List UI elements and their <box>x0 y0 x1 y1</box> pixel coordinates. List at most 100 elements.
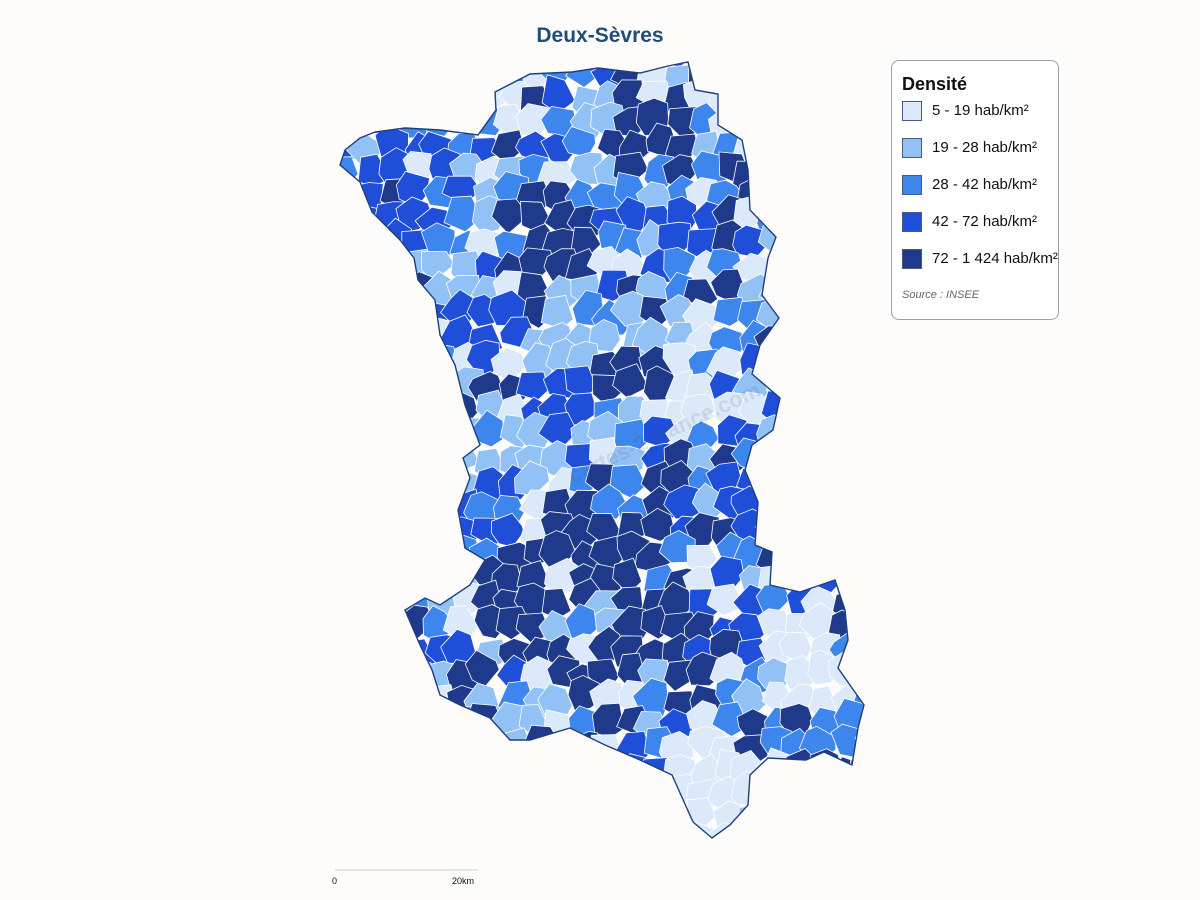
commune-area <box>781 532 818 570</box>
commune-area <box>340 124 345 161</box>
commune-area <box>340 203 342 236</box>
commune-area <box>826 73 862 109</box>
commune-area <box>346 533 382 570</box>
commune-area <box>634 830 670 838</box>
commune-area <box>402 489 437 522</box>
commune-area <box>803 392 837 424</box>
commune-area <box>340 732 368 769</box>
commune-area <box>805 487 838 521</box>
commune-area <box>340 704 362 741</box>
commune-area <box>854 722 864 763</box>
commune-area <box>418 445 457 480</box>
commune-area <box>659 823 692 838</box>
commune-area <box>340 825 343 838</box>
commune-area <box>851 154 864 194</box>
commune-area <box>836 773 864 808</box>
commune-area <box>808 441 848 479</box>
commune-area <box>640 507 676 542</box>
commune-area <box>784 77 816 118</box>
commune-area <box>351 586 389 620</box>
commune-area <box>340 626 355 662</box>
commune-area <box>662 62 698 69</box>
commune-area <box>340 803 344 838</box>
commune-area <box>829 415 863 452</box>
commune-area <box>396 367 435 408</box>
commune-area <box>402 775 432 807</box>
commune-area <box>402 324 436 358</box>
commune-area <box>780 390 815 425</box>
commune-area <box>305 614 336 648</box>
commune-area <box>780 299 817 331</box>
commune-area <box>340 344 368 384</box>
commune-area <box>340 299 358 335</box>
commune-area <box>756 414 791 452</box>
commune-area <box>344 708 382 745</box>
legend-source: Source : INSEE <box>902 289 980 301</box>
legend-label-4: 42 - 72 hab/km² <box>932 213 1038 230</box>
commune-area <box>804 295 841 332</box>
commune-area <box>396 300 434 334</box>
commune-area <box>740 62 775 92</box>
commune-area <box>861 539 864 573</box>
commune-area <box>706 583 746 616</box>
commune-area <box>762 126 794 165</box>
commune-area <box>369 561 409 598</box>
commune-area <box>762 345 793 383</box>
commune-area <box>569 798 601 833</box>
commune-area <box>352 436 393 472</box>
legend-swatch-3 <box>902 175 922 195</box>
commune-area <box>340 226 366 262</box>
commune-area <box>374 465 410 497</box>
commune-area <box>776 368 814 403</box>
commune-area <box>447 824 481 838</box>
legend-label-5: 72 - 1 424 hab/km² <box>932 250 1058 267</box>
commune-area <box>852 105 864 144</box>
commune-area <box>826 337 864 376</box>
commune-area <box>304 37 338 70</box>
commune-area <box>419 707 454 746</box>
commune-area <box>836 206 864 240</box>
commune-area <box>397 62 428 91</box>
commune-area <box>806 773 838 810</box>
commune-area <box>447 62 485 69</box>
commune-area <box>857 459 864 493</box>
commune-area <box>779 416 815 455</box>
commune-area <box>396 397 432 429</box>
commune-area <box>347 340 384 373</box>
commune-area <box>517 829 549 838</box>
commune-area <box>491 198 530 235</box>
commune-area <box>783 797 823 835</box>
commune-area <box>349 228 386 264</box>
commune-area <box>851 244 864 282</box>
commune-area <box>397 797 434 836</box>
commune-area <box>802 219 839 257</box>
commune-area <box>810 415 846 449</box>
commune-area <box>855 772 864 806</box>
commune-area <box>778 444 817 481</box>
commune-area <box>807 461 841 496</box>
commune-area <box>372 62 405 71</box>
legend-swatch-1 <box>902 101 922 121</box>
commune-area <box>515 756 550 793</box>
commune-area <box>402 344 437 380</box>
commune-area <box>340 705 345 739</box>
commune-area <box>762 796 796 833</box>
commune-area <box>303 659 340 690</box>
commune-area <box>340 509 365 546</box>
commune-area <box>422 752 455 789</box>
commune-area <box>340 372 359 408</box>
commune-area <box>639 776 677 814</box>
commune-area <box>806 102 840 140</box>
commune-area <box>850 349 864 385</box>
commune-area <box>442 440 481 473</box>
commune-area <box>448 62 486 96</box>
commune-area <box>302 422 335 455</box>
commune-area <box>405 62 441 66</box>
commune-area <box>425 828 459 838</box>
commune-area <box>569 62 607 69</box>
commune-area <box>443 800 481 831</box>
commune-area <box>778 469 812 502</box>
commune-area <box>355 62 391 97</box>
commune-area <box>803 341 836 374</box>
